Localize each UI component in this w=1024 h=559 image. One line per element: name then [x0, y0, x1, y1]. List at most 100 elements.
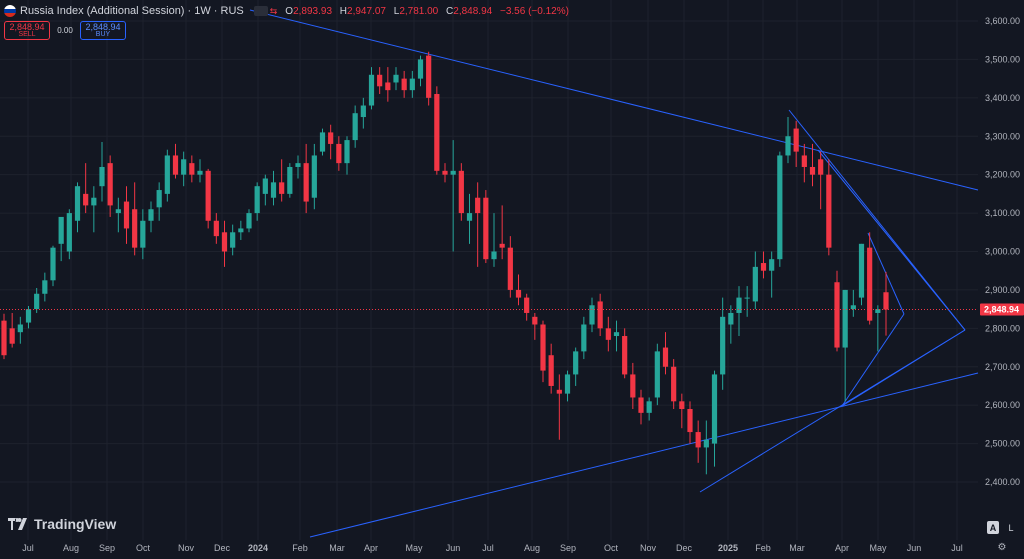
time-tick-label: Oct [604, 543, 619, 553]
candle-body [17, 324, 23, 333]
trendlines [249, 9, 979, 538]
time-tick-label: Jul [22, 543, 34, 553]
trendline [249, 9, 979, 191]
candle-body [671, 366, 677, 402]
candle-body [867, 247, 873, 321]
candle-body [197, 170, 203, 175]
time-tick-label: Apr [835, 543, 849, 553]
candle-body [336, 143, 342, 164]
auto-scale-button[interactable]: A [987, 521, 999, 534]
candle-body [148, 209, 154, 221]
time-tick-label: 2025 [718, 543, 738, 553]
time-tick-label: Apr [364, 543, 378, 553]
candle-body [605, 328, 611, 340]
candle-body [720, 316, 726, 375]
candle-body [532, 316, 538, 325]
time-tick-label: Jun [446, 543, 461, 553]
tradingview-logo[interactable]: TradingView [8, 516, 116, 532]
candle-body [573, 351, 579, 375]
candle-body [140, 220, 146, 248]
candle-body [556, 389, 562, 394]
candle-body [279, 182, 285, 194]
candle-body [328, 132, 334, 144]
candle-body [74, 186, 81, 221]
candle-body [352, 113, 358, 141]
time-tick-label: Mar [789, 543, 805, 553]
candle-body [818, 159, 824, 175]
buy-price: 2,848.94 [85, 21, 121, 32]
candle-body [172, 155, 179, 175]
time-tick-label: Aug [524, 543, 540, 553]
last-price-badge [980, 303, 1024, 316]
candle-body [597, 301, 603, 329]
ohlc-change: −3.56 (−0.12%) [499, 5, 569, 17]
candle-body [132, 209, 138, 248]
time-tick-label: Jun [907, 543, 922, 553]
candle-body [115, 209, 121, 214]
candle-body [230, 232, 236, 248]
time-tick-label: Sep [99, 543, 115, 553]
price-tick-label: 2,600.00 [985, 400, 1020, 410]
price-axis: 2,400.00 2,500.00 2,600.00 2,700.00 2,800.00… [980, 16, 1024, 487]
candle-body [164, 155, 170, 194]
ohlc-values: O2,893.93 H2,947.07 L2,781.00 C2,848.94 … [285, 6, 574, 17]
time-tick-label: Feb [292, 543, 308, 553]
time-tick-label: Mar [329, 543, 345, 553]
trade-panel: 2,848.94 SELL 0.00 2,848.94 BUY [4, 21, 126, 40]
candle-body [311, 155, 317, 198]
sell-button[interactable]: 2,848.94 SELL [4, 21, 50, 40]
time-tick-label: Jul [482, 543, 494, 553]
candle-body [524, 297, 530, 313]
candle-body [360, 105, 366, 118]
candle-body [9, 328, 15, 344]
candle-body [1, 320, 7, 356]
settings-gear-icon[interactable]: ⚙ [997, 541, 1007, 553]
candle-body [221, 232, 228, 252]
candle-body [850, 305, 856, 310]
time-tick-label: Jul [951, 543, 963, 553]
candle-body [711, 374, 718, 444]
price-tick-label: 2,400.00 [985, 477, 1020, 487]
candle-body [458, 170, 464, 214]
candle-body [777, 155, 783, 260]
candle-body [793, 128, 799, 152]
candle-body [385, 82, 391, 91]
tradingview-logo-icon [8, 518, 27, 530]
candle-body [58, 216, 64, 244]
candle-body [515, 289, 522, 298]
buy-button[interactable]: 2,848.94 BUY [80, 21, 126, 40]
time-tick-label: Dec [214, 543, 231, 553]
trendline [817, 149, 966, 331]
candle-body [156, 190, 162, 208]
price-tick-label: 2,500.00 [985, 439, 1020, 449]
candles [1, 51, 889, 475]
log-scale-button[interactable]: L [1008, 522, 1014, 533]
candle-body [409, 78, 415, 91]
candle-body [760, 263, 767, 271]
candle-body [785, 136, 791, 156]
candle-body [393, 74, 399, 83]
symbol-title[interactable]: Russia Index (Additional Session) · 1W ·… [20, 5, 244, 17]
ohlc-low-key: L [393, 5, 400, 17]
ohlc-open: 2,893.93 [293, 5, 333, 17]
candle-body [107, 163, 113, 206]
candle-body [344, 140, 350, 164]
candle-body [238, 228, 244, 233]
price-tick-label: 3,400.00 [985, 93, 1020, 103]
candle-body [801, 155, 807, 167]
compare-icon[interactable]: ⇆ [269, 5, 278, 16]
candle-body [83, 193, 89, 206]
ohlc-open-key: O [285, 5, 294, 17]
candle-body [736, 297, 742, 313]
candle-body [622, 336, 628, 375]
candle-body [303, 163, 309, 202]
candle-body [246, 213, 252, 229]
trendline [841, 313, 905, 407]
candle-body [638, 397, 644, 413]
candle-body [728, 312, 734, 325]
visibility-icon[interactable] [253, 6, 268, 16]
candle-body [687, 409, 693, 433]
ohlc-low: 2,781.00 [399, 5, 439, 17]
sell-price: 2,848.94 [9, 21, 45, 32]
